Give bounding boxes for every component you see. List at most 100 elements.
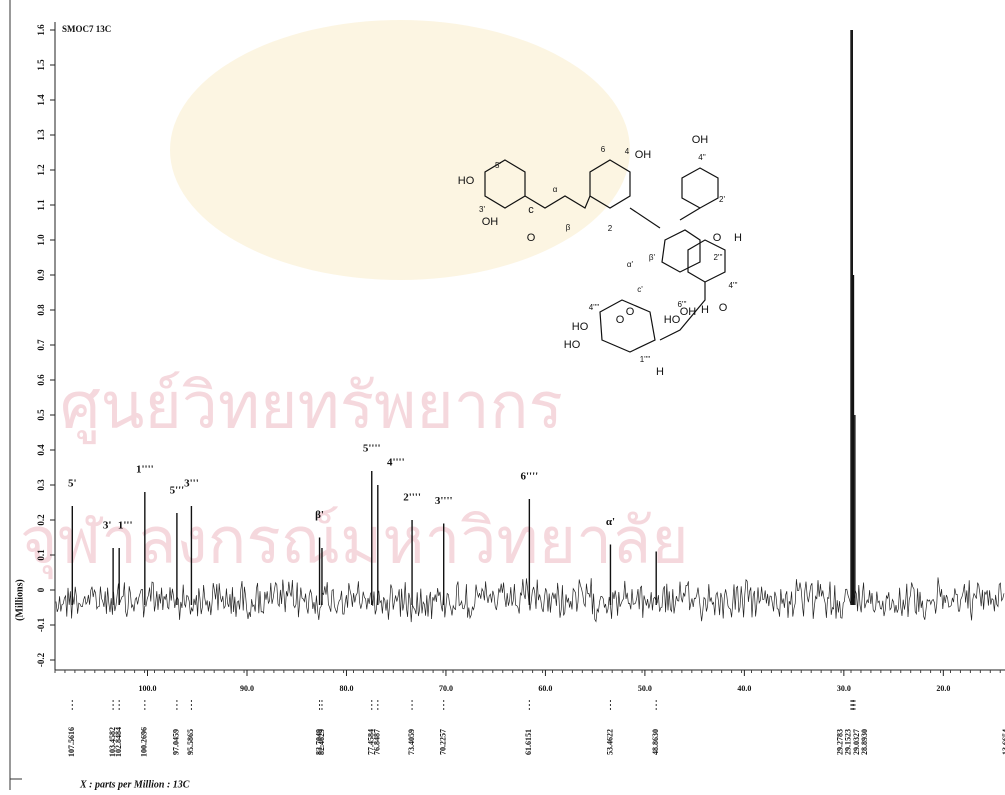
y-tick-label: 1.6 bbox=[36, 24, 46, 36]
y-axis-label: (Millions) bbox=[14, 579, 25, 621]
x-tick-label: 70.0 bbox=[439, 684, 453, 693]
y-tick-label: 1.3 bbox=[36, 129, 46, 141]
y-tick-label: 0.3 bbox=[36, 479, 46, 491]
bond bbox=[524, 195, 591, 209]
peak-shift-label: 102.8484 bbox=[114, 727, 123, 757]
bond bbox=[679, 207, 701, 221]
structure-label: 4''' bbox=[728, 281, 738, 290]
y-tick-label: 0.7 bbox=[36, 339, 46, 351]
structure-label: c bbox=[528, 204, 534, 216]
peak-shift-label: 70.2257 bbox=[439, 729, 448, 755]
peak-assignment: 3' bbox=[103, 520, 112, 532]
watermark-text: จุฬาลงกรณ์มหาวิทยาลัย bbox=[20, 505, 689, 580]
y-tick-label: 0.4 bbox=[36, 444, 46, 456]
spectrum-title: SMOC7 13C bbox=[62, 24, 111, 34]
structure-label: c' bbox=[637, 285, 643, 294]
x-tick-label: 90.0 bbox=[240, 684, 254, 693]
peak-shift-label: 103.4582 bbox=[108, 727, 117, 757]
structure-label: HO bbox=[458, 175, 475, 187]
structure-label: α' bbox=[627, 260, 634, 269]
structure-label: OH bbox=[635, 149, 652, 161]
structure-label: O bbox=[527, 232, 536, 244]
x-tick-label: 40.0 bbox=[737, 684, 751, 693]
peak-shift-label: 82.7049 bbox=[314, 729, 323, 755]
peak-assignment: β' bbox=[315, 509, 324, 521]
x-tick-label: 80.0 bbox=[339, 684, 353, 693]
peak-shift-label: 77.4584 bbox=[367, 729, 376, 755]
y-tick-label: 1.5 bbox=[36, 59, 46, 71]
peak-shift-label: 73.4059 bbox=[407, 729, 416, 755]
peak-shift-label: 95.5865 bbox=[186, 729, 195, 755]
structure-label: 4'' bbox=[698, 153, 706, 162]
structure-label: HO bbox=[664, 314, 681, 326]
structure-label: 2' bbox=[719, 195, 725, 204]
y-tick-label: 1.4 bbox=[36, 94, 46, 106]
structure-label: 4 bbox=[625, 147, 630, 156]
ring bbox=[589, 159, 631, 209]
structure-label: O bbox=[719, 302, 728, 314]
y-tick-label: 1.0 bbox=[36, 234, 46, 246]
y-tick-label: 1.2 bbox=[36, 164, 46, 176]
x-tick-label: 60.0 bbox=[538, 684, 552, 693]
ring bbox=[661, 229, 701, 273]
structure-label: β' bbox=[649, 253, 656, 262]
peak-assignment: 3''' bbox=[184, 478, 199, 490]
peak-assignment: 6'''' bbox=[520, 471, 538, 483]
peak-shift-label: 107.5616 bbox=[67, 727, 76, 757]
structure-label: OH bbox=[692, 134, 709, 146]
peak-assignment: 5''' bbox=[170, 485, 185, 497]
peak-shift-label: 100.2696 bbox=[140, 727, 149, 757]
peak-assignment: 3'''' bbox=[435, 495, 453, 507]
x-tick-label: 30.0 bbox=[837, 684, 851, 693]
x-tick-label: 100.0 bbox=[139, 684, 157, 693]
y-tick-label: -0.2 bbox=[36, 652, 46, 667]
y-tick-label: 0.5 bbox=[36, 409, 46, 421]
watermark-text: ศูนย์วิทยทรัพยากร bbox=[60, 370, 563, 445]
structure-label: O bbox=[616, 314, 625, 326]
structure-label: H bbox=[701, 304, 709, 316]
structure-label: HO bbox=[572, 321, 589, 333]
y-tick-label: 0.9 bbox=[36, 269, 46, 281]
peak-shift-label: 29.1523 bbox=[844, 729, 853, 755]
structure-label: 6''' bbox=[677, 300, 687, 309]
peak-shift-label: 76.8487 bbox=[373, 729, 382, 755]
x-tick-label: 20.0 bbox=[936, 684, 950, 693]
structure-label: α bbox=[553, 185, 558, 194]
structure-label: 4'''' bbox=[589, 303, 600, 312]
peak-assignment: 1'''' bbox=[136, 464, 154, 476]
peak-shift-label: 29.2783 bbox=[835, 729, 844, 755]
structure-label: OH bbox=[482, 216, 499, 228]
x-tick-label: 50.0 bbox=[638, 684, 652, 693]
peak-assignment: α' bbox=[606, 516, 615, 528]
peak-assignment: 4'''' bbox=[387, 457, 405, 469]
y-tick-label: 0.6 bbox=[36, 374, 46, 386]
watermark-logo bbox=[170, 20, 630, 280]
structure-label: H bbox=[656, 366, 664, 378]
ring bbox=[599, 299, 656, 353]
peak-shift-label: 28.8930 bbox=[860, 729, 869, 755]
peak-shift-label: 61.6151 bbox=[524, 729, 533, 755]
x-axis-label: X : parts per Million : 13C bbox=[79, 779, 190, 790]
structure-label: 2 bbox=[608, 224, 613, 233]
y-tick-label: -0.1 bbox=[36, 617, 46, 632]
structure-label: 6 bbox=[601, 145, 606, 154]
structure-label: OH bbox=[680, 306, 697, 318]
peak-shift-label: 29.0327 bbox=[852, 729, 861, 755]
ring bbox=[484, 159, 526, 209]
y-tick-label: 0 bbox=[36, 587, 46, 592]
structure-label: HO bbox=[564, 339, 581, 351]
peak-shift-label: 13.6654 bbox=[1001, 729, 1005, 755]
structure-label: O bbox=[626, 306, 635, 318]
peak-shift-label: 53.4622 bbox=[605, 729, 614, 755]
structure-label: 2''' bbox=[713, 253, 723, 262]
peak-assignment: 5' bbox=[68, 478, 77, 490]
structure-label: 1'''' bbox=[640, 355, 651, 364]
peak-assignment: 1''' bbox=[118, 520, 133, 532]
peak-shift-label: 48.8630 bbox=[651, 729, 660, 755]
bond bbox=[659, 282, 706, 341]
peak-assignment: 5'''' bbox=[363, 443, 381, 455]
peak-assignment: 2'''' bbox=[403, 492, 421, 504]
